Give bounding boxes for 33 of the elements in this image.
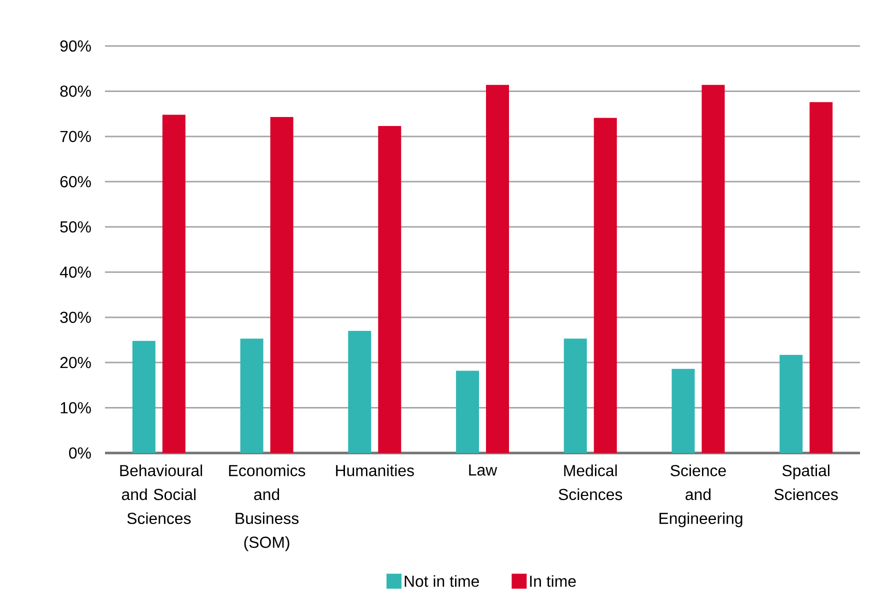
y-tick-label: 0% [69,447,91,459]
bar [486,84,510,453]
bar [162,114,186,453]
bar [378,126,402,453]
bar [240,338,264,453]
x-tick-label: Law [469,464,498,476]
bar [270,117,294,453]
bar [564,338,587,453]
x-tick-label: Medical Sciences [558,464,622,500]
x-tick-label: Humanities [336,464,414,476]
bar [780,354,803,453]
y-tick-label: 40% [60,266,91,278]
y-tick-label: 60% [60,176,91,188]
bar [348,330,372,453]
bar [594,118,617,453]
x-tick-label: Behavioural and Social Sciences [120,464,202,524]
legend-label: In time [530,575,576,587]
bar [132,340,156,453]
x-tick-label: Science and Engineering [660,464,742,528]
bar [702,84,725,453]
y-tick-label: 30% [60,312,91,323]
y-tick-label: 80% [60,86,91,97]
y-tick-label: 90% [60,40,91,52]
x-tick-label: Economics and Business (SOM) [229,464,306,552]
bar [456,370,480,453]
bar [672,368,695,453]
bar [810,102,833,453]
legend-label: Not in time [404,575,479,587]
y-tick-label: 10% [60,402,91,414]
y-tick-label: 20% [60,356,91,368]
y-tick-label: 50% [60,221,91,233]
x-tick-label: Spatial Sciences [774,464,838,500]
y-tick-label: 70% [60,130,91,142]
